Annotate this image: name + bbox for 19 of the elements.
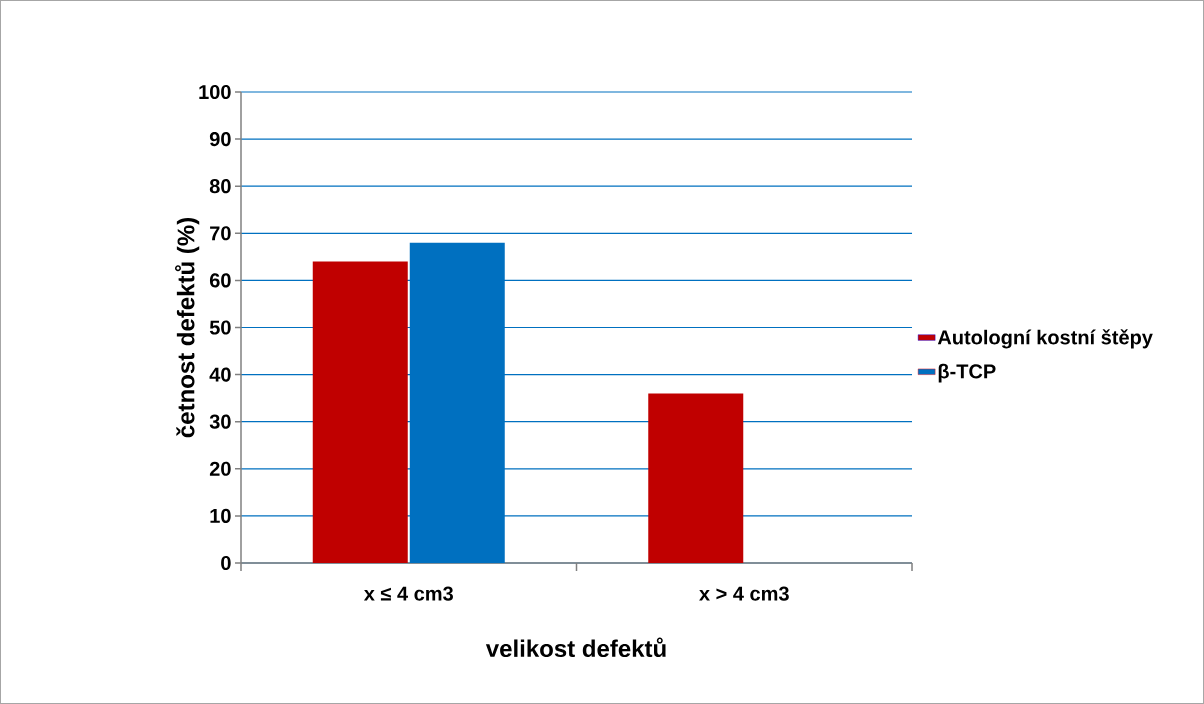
y-tick-label: 0: [221, 555, 231, 571]
x-tick-label: x ≤ 4 cm3: [363, 586, 453, 601]
y-tick-label: 50: [209, 320, 231, 335]
x-tick-label: x > 4 cm3: [699, 586, 789, 601]
y-tick-label: 30: [209, 414, 231, 429]
bar: [648, 393, 744, 563]
bar: [312, 261, 408, 563]
y-tick-label: 90: [209, 132, 231, 147]
y-axis-title: četnost defektů (%): [175, 218, 200, 438]
y-tick-label: 40: [209, 367, 231, 382]
y-tick-label: 80: [209, 179, 231, 194]
legend-label: Autologní kostní štěpy: [937, 329, 1153, 349]
y-tick-label: 10: [210, 508, 231, 523]
legend-label: β-TCP: [938, 363, 996, 383]
y-tick-label: 70: [210, 226, 231, 241]
y-tick-label: 20: [209, 461, 231, 476]
y-tick-label: 60: [209, 273, 231, 288]
y-tick-label: 100: [199, 84, 231, 100]
x-axis-title: velikost defektů: [485, 637, 666, 658]
